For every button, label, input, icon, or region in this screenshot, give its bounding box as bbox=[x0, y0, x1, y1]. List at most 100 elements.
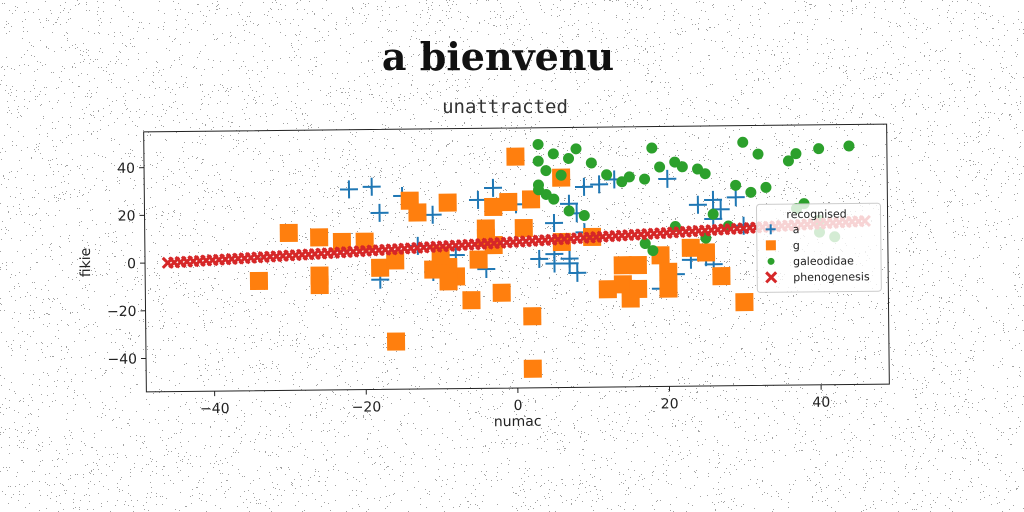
data-point bbox=[423, 205, 442, 224]
series-phenogenesis bbox=[161, 214, 871, 269]
data-point bbox=[249, 271, 269, 291]
data-point bbox=[647, 245, 659, 257]
data-point bbox=[760, 181, 772, 193]
data-point bbox=[310, 228, 329, 247]
x-axis-label: numac bbox=[494, 414, 542, 430]
data-point bbox=[696, 243, 716, 262]
data-point bbox=[704, 190, 723, 209]
data-point bbox=[563, 205, 575, 217]
y-tick-label: −20 bbox=[107, 304, 137, 320]
data-point bbox=[386, 251, 405, 270]
data-point bbox=[726, 188, 745, 207]
series-layer bbox=[161, 136, 871, 378]
x-tick-label: −40 bbox=[200, 401, 230, 417]
data-point bbox=[699, 168, 711, 180]
data-point bbox=[790, 148, 802, 160]
legend-marker bbox=[765, 224, 776, 235]
data-point bbox=[568, 263, 587, 282]
data-point bbox=[545, 213, 564, 233]
data-point bbox=[555, 169, 567, 181]
data-point bbox=[540, 165, 552, 177]
data-point bbox=[745, 186, 757, 198]
data-point bbox=[681, 238, 700, 257]
data-point bbox=[782, 155, 794, 167]
data-point bbox=[563, 152, 575, 164]
data-point bbox=[468, 190, 487, 209]
data-point bbox=[462, 291, 481, 310]
data-point bbox=[646, 142, 658, 154]
data-point bbox=[492, 283, 511, 302]
data-point bbox=[386, 332, 406, 351]
data-point bbox=[560, 254, 579, 273]
legend-entries: ag galeodidae phenogenesis bbox=[765, 223, 870, 284]
data-point bbox=[843, 140, 855, 152]
data-point bbox=[371, 258, 390, 277]
data-point bbox=[613, 275, 633, 294]
y-tick-label: −40 bbox=[107, 352, 137, 368]
legend: recognised ag galeodidae phenogenesis bbox=[755, 202, 882, 293]
data-point bbox=[628, 255, 647, 275]
x-tick-label: −20 bbox=[352, 399, 382, 415]
data-point bbox=[339, 180, 358, 199]
data-point bbox=[578, 210, 590, 222]
y-tick-label: 40 bbox=[117, 161, 135, 177]
data-point bbox=[623, 171, 635, 183]
data-point bbox=[370, 203, 389, 222]
data-point bbox=[574, 177, 594, 196]
data-point bbox=[469, 250, 488, 269]
data-point bbox=[737, 136, 749, 148]
data-point bbox=[523, 359, 542, 378]
data-point bbox=[332, 232, 352, 252]
data-point bbox=[408, 203, 427, 222]
data-point bbox=[813, 143, 825, 155]
legend-box bbox=[755, 202, 882, 293]
legend-label: g bbox=[793, 239, 800, 252]
data-point bbox=[688, 195, 707, 214]
data-point bbox=[639, 238, 651, 250]
legend-title: recognised bbox=[786, 208, 846, 222]
data-point bbox=[629, 279, 648, 299]
data-point bbox=[533, 184, 545, 196]
data-point bbox=[532, 138, 544, 150]
x-tick-label: 0 bbox=[514, 398, 523, 414]
series-g bbox=[249, 147, 754, 378]
legend-marker bbox=[767, 257, 775, 265]
data-point bbox=[523, 307, 542, 326]
legend-label: a bbox=[793, 223, 800, 236]
data-point bbox=[654, 161, 666, 173]
data-point bbox=[484, 178, 503, 197]
data-point bbox=[707, 208, 719, 220]
data-point bbox=[362, 177, 381, 196]
data-point bbox=[676, 161, 688, 173]
data-point bbox=[601, 169, 613, 181]
data-point bbox=[659, 262, 678, 281]
chart-subtitle: unattracted bbox=[442, 96, 568, 118]
axis-ticks: −40 −20 0 20 40 −40 −20 0 20 40 bbox=[107, 161, 830, 418]
plot-group: −40 −20 0 20 40 −40 −20 0 20 40 numac fikie recog… bbox=[78, 123, 890, 430]
data-point bbox=[659, 279, 678, 298]
data-point bbox=[598, 280, 617, 299]
data-point bbox=[590, 175, 609, 194]
data-point bbox=[484, 197, 503, 217]
data-point bbox=[570, 143, 582, 155]
data-point bbox=[548, 193, 560, 205]
y-axis-label: fikie bbox=[78, 248, 94, 278]
data-point bbox=[424, 260, 443, 279]
legend-label: galeodidae bbox=[793, 254, 854, 268]
data-point bbox=[735, 293, 754, 312]
data-point bbox=[613, 256, 632, 275]
y-tick-label: 20 bbox=[118, 208, 136, 224]
x-tick-label: 40 bbox=[812, 395, 830, 411]
chart-title: a bienvenu bbox=[382, 34, 614, 79]
data-point bbox=[521, 190, 541, 209]
data-point bbox=[439, 272, 458, 291]
legend-label: phenogenesis bbox=[793, 270, 870, 284]
data-point bbox=[530, 249, 549, 268]
data-point bbox=[712, 267, 731, 286]
data-point bbox=[514, 218, 533, 238]
data-point bbox=[730, 179, 742, 191]
data-point bbox=[658, 169, 677, 188]
legend-marker bbox=[765, 271, 778, 284]
